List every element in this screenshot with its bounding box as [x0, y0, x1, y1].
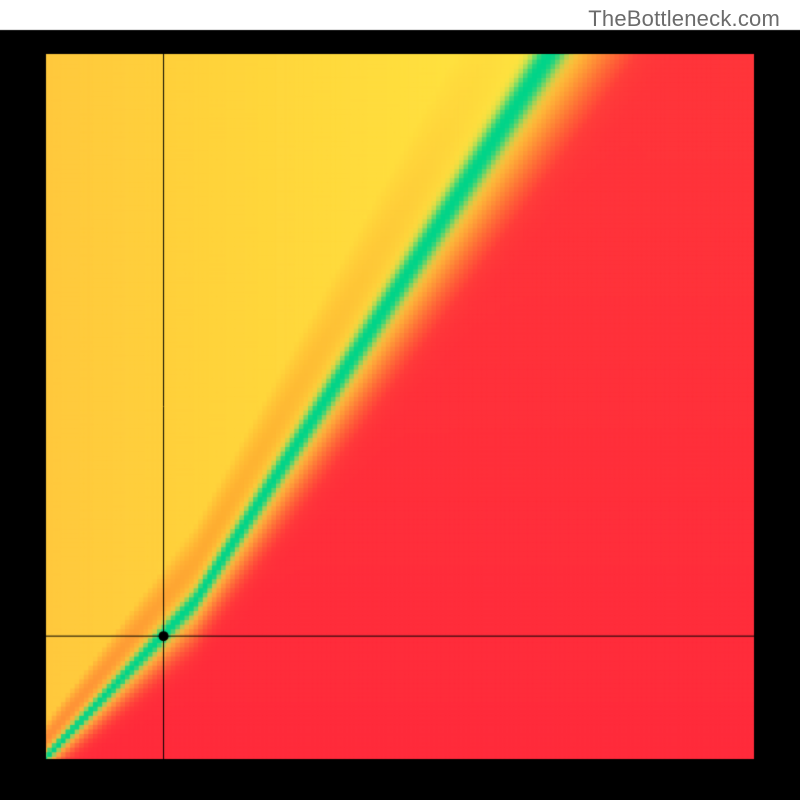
watermark-text: TheBottleneck.com: [588, 6, 780, 32]
bottleneck-heatmap-canvas: [0, 0, 800, 800]
